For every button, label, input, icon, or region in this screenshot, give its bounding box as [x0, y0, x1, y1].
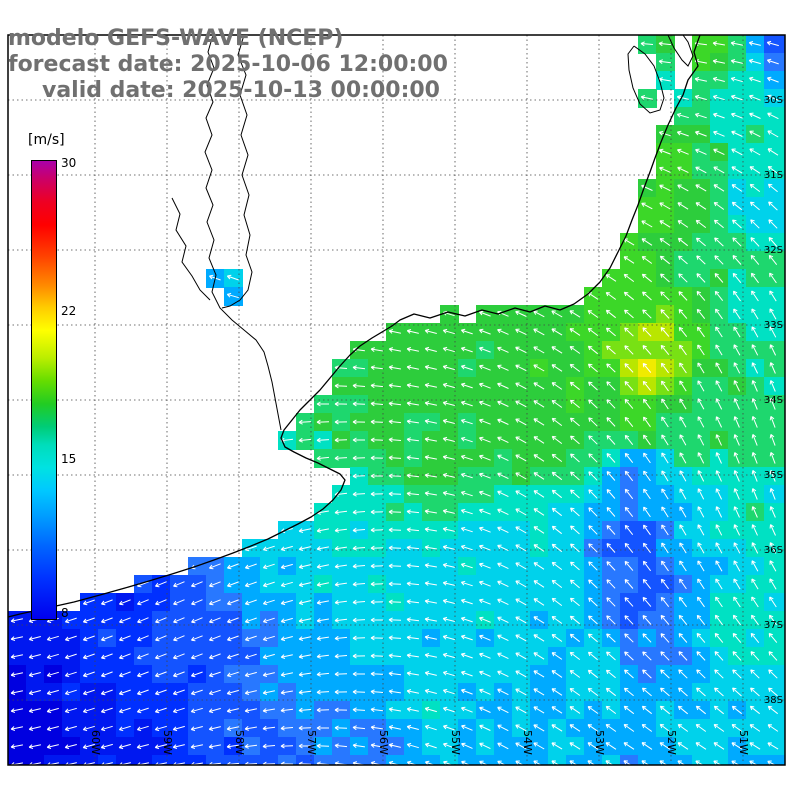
- colorbar-unit-label: [m/s]: [28, 132, 65, 148]
- river-line: [171, 197, 211, 301]
- longitude-label: 52W: [665, 730, 678, 755]
- map-frame: [7, 34, 786, 766]
- colorbar-tick-label: 22: [61, 304, 77, 319]
- wave-direction-arrows-layer: [10, 40, 779, 765]
- latitude-label: 30S: [764, 95, 783, 106]
- longitude-label: 60W: [89, 730, 102, 755]
- latitude-label: 38S: [764, 695, 783, 706]
- lagoon-outline: [667, 34, 694, 67]
- grid-layer: [8, 35, 785, 765]
- latitude-label: 34S: [764, 395, 783, 406]
- longitude-label: 53W: [593, 730, 606, 755]
- latitude-label: 32S: [764, 245, 783, 256]
- coastline-layer: [7, 34, 701, 618]
- longitude-label: 55W: [449, 730, 462, 755]
- coastline: [7, 34, 701, 618]
- plot-titles: modelo GEFS-WAVE (NCEP) forecast date: 2…: [8, 26, 448, 104]
- longitude-label: 51W: [737, 730, 750, 755]
- wave-direction-arrows: [10, 40, 779, 765]
- latitude-axis-labels: 30S 31S 32S 33S 34S 35S 36S 37S 38S: [764, 95, 783, 706]
- colorbar-tick-label: 15: [61, 452, 77, 467]
- longitude-label: 57W: [305, 730, 318, 755]
- colorbar: [m/s] 30 22 15 8: [28, 132, 76, 621]
- colorbar-gradient: [31, 160, 57, 620]
- latitude-label: 33S: [764, 320, 783, 331]
- longitude-label: 58W: [233, 730, 246, 755]
- river-line: [204, 34, 282, 431]
- longitude-axis-labels: 60W 59W 58W 57W 56W 55W 54W 53W 52W 51W: [89, 730, 750, 755]
- latitude-label: 36S: [764, 545, 783, 556]
- latitude-label: 31S: [764, 170, 783, 181]
- longitude-label: 56W: [377, 730, 390, 755]
- longitude-label: 59W: [161, 730, 174, 755]
- lagoon-outline: [627, 45, 665, 114]
- latitude-label: 37S: [764, 620, 783, 631]
- colorbar-tick-label: 30: [61, 155, 77, 170]
- forecast-date-line: forecast date: 2025-10-06 12:00:00: [8, 52, 448, 77]
- model-title: modelo GEFS-WAVE (NCEP): [8, 26, 344, 51]
- graticule-lines: [8, 35, 785, 765]
- latitude-label: 35S: [764, 470, 783, 481]
- valid-date-line: valid date: 2025-10-13 00:00:00: [42, 78, 440, 103]
- colorbar-tick-label: 8: [61, 606, 69, 621]
- colorbar-ticks: 30 22 15 8: [31, 156, 76, 621]
- river-line: [221, 34, 253, 309]
- longitude-label: 54W: [521, 730, 534, 755]
